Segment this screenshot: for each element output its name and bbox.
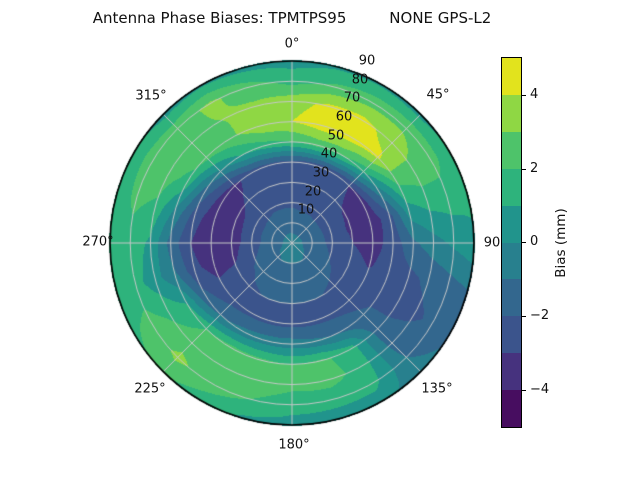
colorbar-tick xyxy=(522,390,526,391)
theta-label-270: 270° xyxy=(82,234,114,250)
colorbar-tick xyxy=(522,169,526,170)
colorbar-tick xyxy=(522,95,526,96)
radius-label-20: 20 xyxy=(304,184,322,200)
theta-label-45: 45° xyxy=(426,87,450,103)
radius-label-90: 90 xyxy=(358,53,376,69)
colorbar-band xyxy=(502,279,521,317)
colorbar-band xyxy=(502,316,521,354)
theta-label-90: 90 xyxy=(483,235,501,251)
colorbar-tick xyxy=(522,242,526,243)
colorbar-band xyxy=(502,94,521,132)
radius-label-80: 80 xyxy=(351,72,369,88)
radius-label-60: 60 xyxy=(335,109,353,125)
radius-label-40: 40 xyxy=(320,146,338,162)
colorbar-band xyxy=(502,390,521,428)
radius-label-10: 10 xyxy=(297,202,315,218)
colorbar-tick-label-4: 4 xyxy=(530,87,539,102)
colorbar-band xyxy=(502,131,521,169)
colorbar-band xyxy=(502,242,521,280)
colorbar-bands xyxy=(501,57,522,428)
theta-label-0: 0° xyxy=(284,36,300,52)
theta-label-225: 225° xyxy=(134,381,166,397)
colorbar-tick-label-m2: −2 xyxy=(530,308,550,323)
colorbar-axis-label: Bias (mm) xyxy=(553,208,569,278)
theta-label-135: 135° xyxy=(421,381,453,397)
colorbar-tick-label-2: 2 xyxy=(530,161,539,176)
colorbar-band xyxy=(502,205,521,243)
chart-title: Antenna Phase Biases: TPMTPS95 NONE GPS-… xyxy=(92,9,492,27)
colorbar-band xyxy=(502,168,521,206)
colorbar-band xyxy=(502,58,521,95)
radius-label-50: 50 xyxy=(327,128,345,144)
colorbar-tick-label-0: 0 xyxy=(530,234,539,249)
polar-contour-plot xyxy=(108,59,476,427)
colorbar-tick-label-m4: −4 xyxy=(530,382,550,397)
theta-label-315: 315° xyxy=(135,88,167,104)
radius-label-70: 70 xyxy=(343,90,361,106)
theta-label-180: 180° xyxy=(278,437,310,453)
radius-label-30: 30 xyxy=(312,165,330,181)
colorbar-tick xyxy=(522,316,526,317)
colorbar-band xyxy=(502,353,521,391)
